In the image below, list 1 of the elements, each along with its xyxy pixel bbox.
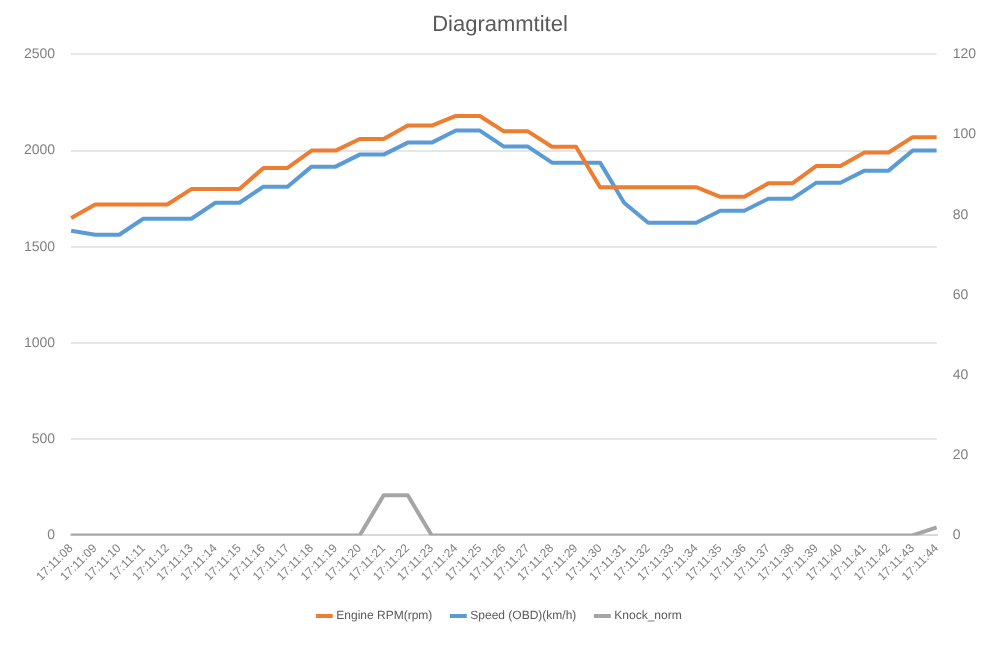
chart-title: Diagrammtitel (432, 13, 568, 38)
